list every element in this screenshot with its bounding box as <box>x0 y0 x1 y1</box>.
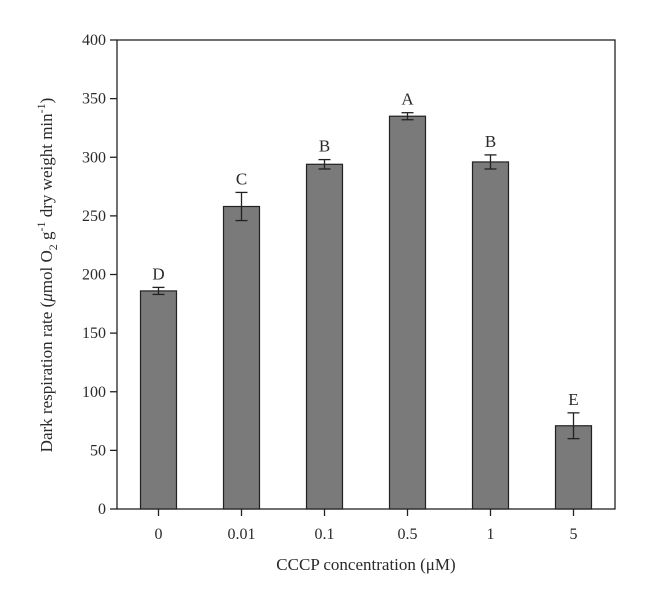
x-tick-label: 0.1 <box>315 526 335 543</box>
y-axis-label-suffix: ) <box>37 98 56 104</box>
x-tick-label: 5 <box>570 526 578 543</box>
significance-letter: B <box>485 132 496 151</box>
y-tick-label: 350 <box>82 91 106 108</box>
bar <box>388 115 427 510</box>
y-tick-label: 400 <box>82 32 106 49</box>
y-tick-label: 150 <box>82 325 106 342</box>
x-axis: 0 0.01 0.1 0.5 1 5 <box>155 509 578 543</box>
plot-frame <box>116 39 616 510</box>
x-tick-label: 0.5 <box>398 526 418 543</box>
plot-area <box>116 39 616 510</box>
y-tick-label: 50 <box>90 442 106 459</box>
x-tick-label: 0 <box>155 526 163 543</box>
y-axis-label-sup2: -1 <box>34 103 48 113</box>
y-axis-label-prefix: Dark respiration rate ( <box>37 301 56 452</box>
significance-letter: D <box>152 264 164 283</box>
bar <box>222 205 261 510</box>
y-axis-label-mol: mol O <box>37 250 56 293</box>
y-axis-label-mu: μ <box>37 293 56 303</box>
significance-letter: B <box>319 137 330 156</box>
bar <box>471 161 510 510</box>
y-axis-label-sub: 2 <box>46 244 60 250</box>
bars: D C B A B E <box>139 90 593 510</box>
y-tick-label: 300 <box>82 149 106 166</box>
y-axis-label-sup1: -1 <box>34 221 48 231</box>
y-tick-label: 250 <box>82 208 106 225</box>
y-tick-label: 100 <box>82 384 106 401</box>
bar <box>139 290 178 510</box>
y-axis-label-dry: dry weight min <box>37 113 56 222</box>
significance-letter: A <box>401 90 414 109</box>
x-tick-label: 1 <box>487 526 495 543</box>
y-tick-label: 0 <box>98 501 106 518</box>
bar <box>554 425 593 510</box>
y-axis-label: Dark respiration rate (μmol O2 g-1 dry w… <box>34 98 60 453</box>
y-axis-label-g: g <box>37 231 56 244</box>
y-axis: 0 50 100 150 200 250 300 350 400 <box>82 32 117 518</box>
bar <box>305 163 344 510</box>
x-axis-label: CCCP concentration (μM) <box>276 555 455 574</box>
significance-letter: E <box>568 390 578 409</box>
x-tick-label: 0.01 <box>228 526 256 543</box>
y-tick-label: 200 <box>82 267 106 284</box>
significance-letter: C <box>236 169 247 188</box>
